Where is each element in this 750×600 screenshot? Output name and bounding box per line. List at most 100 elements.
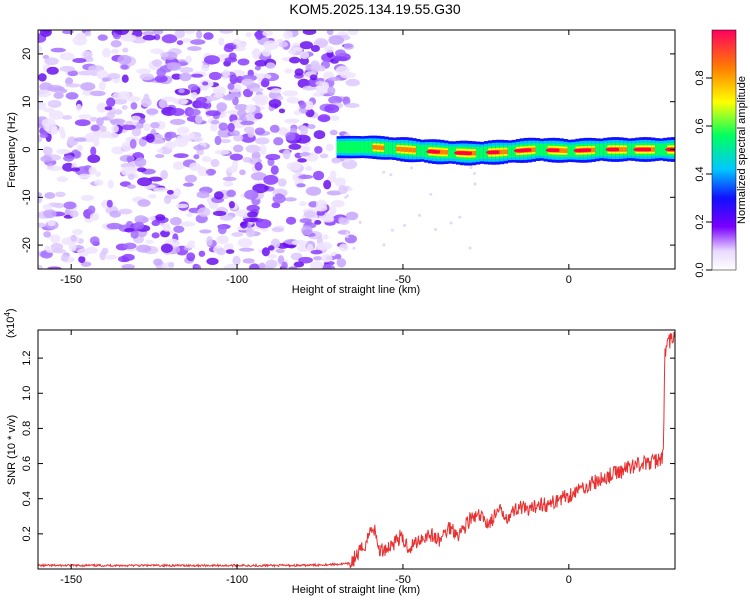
noise-blob xyxy=(223,181,234,187)
colorbar-tick-label: 0.0 xyxy=(694,262,706,277)
noise-blob xyxy=(228,201,235,209)
noise-blob xyxy=(195,96,208,104)
noise-blob xyxy=(61,30,74,35)
noise-blob xyxy=(42,146,53,156)
noise-blob xyxy=(136,244,152,253)
noise-blob xyxy=(46,165,63,171)
noise-blob xyxy=(267,245,275,251)
noise-blob xyxy=(299,125,309,136)
noise-blob xyxy=(261,247,270,257)
noise-blob xyxy=(136,68,152,75)
noise-blob xyxy=(212,85,226,96)
noise-blob xyxy=(150,48,164,55)
signal-band-cell xyxy=(479,146,485,159)
signal-band-cell xyxy=(444,149,449,155)
signal-band-cell xyxy=(376,145,381,150)
noise-blob xyxy=(43,231,51,238)
noise-blob xyxy=(48,110,64,120)
noise-blob xyxy=(289,56,301,64)
noise-blob xyxy=(240,120,255,126)
noise-blob xyxy=(126,155,134,162)
colorbar-tick-label: 0.8 xyxy=(694,70,706,85)
noise-blob xyxy=(262,30,274,37)
noise-blob xyxy=(316,40,329,46)
noise-blob xyxy=(124,227,135,233)
noise-blob xyxy=(105,132,119,139)
snr-xtick-label: -100 xyxy=(226,574,248,586)
noise-blob xyxy=(120,35,137,42)
noise-blob xyxy=(229,74,238,85)
noise-blob xyxy=(163,195,172,204)
noise-blob xyxy=(68,242,77,252)
noise-blob xyxy=(121,264,135,269)
noise-dot xyxy=(403,224,407,228)
noise-blob xyxy=(329,129,338,136)
noise-blob xyxy=(299,57,310,66)
noise-blob xyxy=(177,126,190,135)
noise-blob xyxy=(193,136,204,143)
noise-blob xyxy=(293,110,302,116)
noise-blob xyxy=(246,204,260,213)
noise-blob xyxy=(276,95,284,101)
noise-blob xyxy=(90,124,100,132)
signal-band-cell xyxy=(659,143,664,156)
noise-blob xyxy=(84,132,100,143)
noise-blob xyxy=(347,30,359,36)
signal-band-cell xyxy=(440,149,445,155)
noise-dot xyxy=(345,234,349,238)
noise-blob xyxy=(218,122,228,131)
signal-band-cell xyxy=(336,141,341,153)
noise-blob xyxy=(110,48,119,54)
noise-blob xyxy=(319,153,329,159)
noise-blob xyxy=(96,102,108,113)
noise-blob xyxy=(187,83,199,91)
noise-blob xyxy=(78,256,86,264)
noise-blob xyxy=(134,215,148,224)
noise-blob xyxy=(277,255,285,264)
noise-blob xyxy=(130,102,138,110)
noise-blob xyxy=(305,186,322,196)
noise-blob xyxy=(122,47,129,53)
signal-band-cell xyxy=(471,150,477,156)
noise-blob xyxy=(324,46,335,53)
noise-blob xyxy=(206,168,217,176)
signal-band-cell xyxy=(499,149,505,155)
signal-band-cell xyxy=(503,149,509,155)
noise-blob xyxy=(316,210,326,216)
noise-blob xyxy=(302,30,317,35)
noise-blob xyxy=(338,243,349,252)
noise-blob xyxy=(75,103,82,112)
noise-blob xyxy=(67,235,80,244)
noise-blob xyxy=(210,122,218,132)
noise-blob xyxy=(237,58,250,66)
noise-blob xyxy=(97,34,108,41)
noise-blob xyxy=(55,191,66,198)
noise-dot xyxy=(469,166,473,170)
noise-blob xyxy=(252,183,269,194)
noise-blob xyxy=(310,249,323,255)
noise-blob xyxy=(142,34,156,41)
noise-blob xyxy=(196,30,203,39)
spectrogram-xtick-label: -150 xyxy=(60,274,82,286)
noise-dot xyxy=(343,245,347,249)
noise-blob xyxy=(270,88,282,94)
noise-blob xyxy=(274,193,283,200)
noise-blob xyxy=(222,69,231,78)
noise-blob xyxy=(63,154,75,162)
noise-blob xyxy=(172,98,189,105)
noise-blob xyxy=(158,99,168,109)
snr-ytick-label: 1.0 xyxy=(21,386,33,401)
noise-blob xyxy=(305,166,313,172)
noise-blob xyxy=(210,119,220,125)
noise-blob xyxy=(185,55,192,64)
noise-blob xyxy=(206,195,215,205)
colorbar-tick-label: 0.2 xyxy=(694,214,706,229)
noise-blob xyxy=(98,81,106,91)
noise-blob xyxy=(96,69,109,80)
noise-blob xyxy=(213,93,224,98)
noise-blob xyxy=(171,73,182,80)
noise-blob xyxy=(152,30,164,35)
noise-blob xyxy=(223,44,235,53)
noise-dot xyxy=(418,213,422,217)
noise-blob xyxy=(245,104,256,113)
